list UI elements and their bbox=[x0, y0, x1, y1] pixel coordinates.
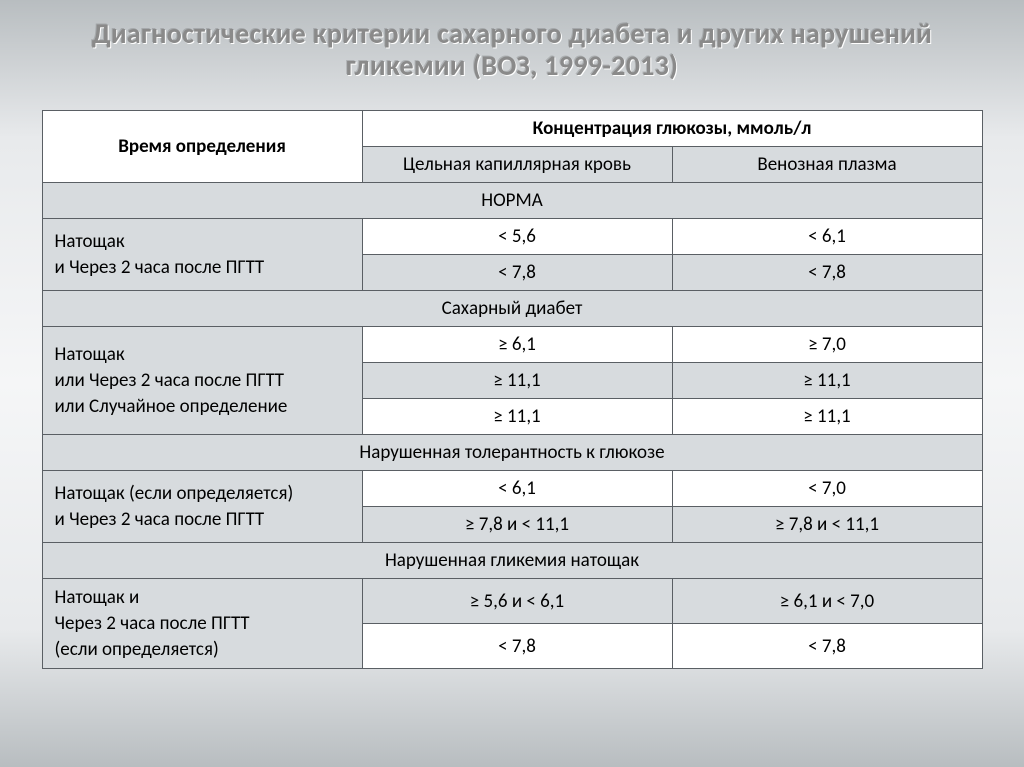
cell-value: < 7,8 bbox=[672, 624, 982, 669]
section-norm: НОРМА bbox=[42, 183, 982, 219]
cell-value: ≥ 11,1 bbox=[362, 363, 672, 399]
table-row: НОРМА bbox=[42, 183, 982, 219]
header-capillary: Цельная капиллярная кровь bbox=[362, 147, 672, 183]
cell-value: ≥ 6,1 bbox=[362, 327, 672, 363]
cell-value: ≥ 7,0 bbox=[672, 327, 982, 363]
cell-value: < 7,8 bbox=[672, 255, 982, 291]
row-label-ifg: Натощак иЧерез 2 часа после ПГТТ(если оп… bbox=[42, 579, 362, 669]
row-label-norm: Натощаки Через 2 часа после ПГТТ bbox=[42, 219, 362, 291]
criteria-table: Время определения Концентрация глюкозы, … bbox=[42, 110, 983, 669]
header-venous: Венозная плазма bbox=[672, 147, 982, 183]
row-label-igt: Натощак (если определяется)и Через 2 час… bbox=[42, 471, 362, 543]
table-row: Натощак (если определяется)и Через 2 час… bbox=[42, 471, 982, 507]
table-row: Нарушенная гликемия натощак bbox=[42, 543, 982, 579]
cell-value: < 7,8 bbox=[362, 624, 672, 669]
section-diabetes: Сахарный диабет bbox=[42, 291, 982, 327]
cell-value: ≥ 5,6 и < 6,1 bbox=[362, 579, 672, 624]
cell-value: ≥ 11,1 bbox=[672, 363, 982, 399]
section-igt: Нарушенная толерантность к глюкозе bbox=[42, 435, 982, 471]
cell-value: < 7,0 bbox=[672, 471, 982, 507]
cell-value: < 7,8 bbox=[362, 255, 672, 291]
cell-value: ≥ 7,8 и < 11,1 bbox=[362, 507, 672, 543]
table-row: Натощаки Через 2 часа после ПГТТ < 5,6 <… bbox=[42, 219, 982, 255]
header-time: Время определения bbox=[42, 111, 362, 183]
cell-value: ≥ 11,1 bbox=[672, 399, 982, 435]
header-concentration: Концентрация глюкозы, ммоль/л bbox=[362, 111, 982, 147]
cell-value: ≥ 7,8 и < 11,1 bbox=[672, 507, 982, 543]
row-label-diabetes: Натощакили Через 2 часа после ПГТТили Сл… bbox=[42, 327, 362, 435]
cell-value: ≥ 6,1 и < 7,0 bbox=[672, 579, 982, 624]
cell-value: < 5,6 bbox=[362, 219, 672, 255]
table-row: Время определения Концентрация глюкозы, … bbox=[42, 111, 982, 147]
cell-value: ≥ 11,1 bbox=[362, 399, 672, 435]
cell-value: < 6,1 bbox=[362, 471, 672, 507]
table-row: Нарушенная толерантность к глюкозе bbox=[42, 435, 982, 471]
section-ifg: Нарушенная гликемия натощак bbox=[42, 543, 982, 579]
table-row: Натощак иЧерез 2 часа после ПГТТ(если оп… bbox=[42, 579, 982, 624]
cell-value: < 6,1 bbox=[672, 219, 982, 255]
page-title: Диагностические критерии сахарного диабе… bbox=[0, 18, 1024, 82]
table-row: Натощакили Через 2 часа после ПГТТили Сл… bbox=[42, 327, 982, 363]
table-row: Сахарный диабет bbox=[42, 291, 982, 327]
